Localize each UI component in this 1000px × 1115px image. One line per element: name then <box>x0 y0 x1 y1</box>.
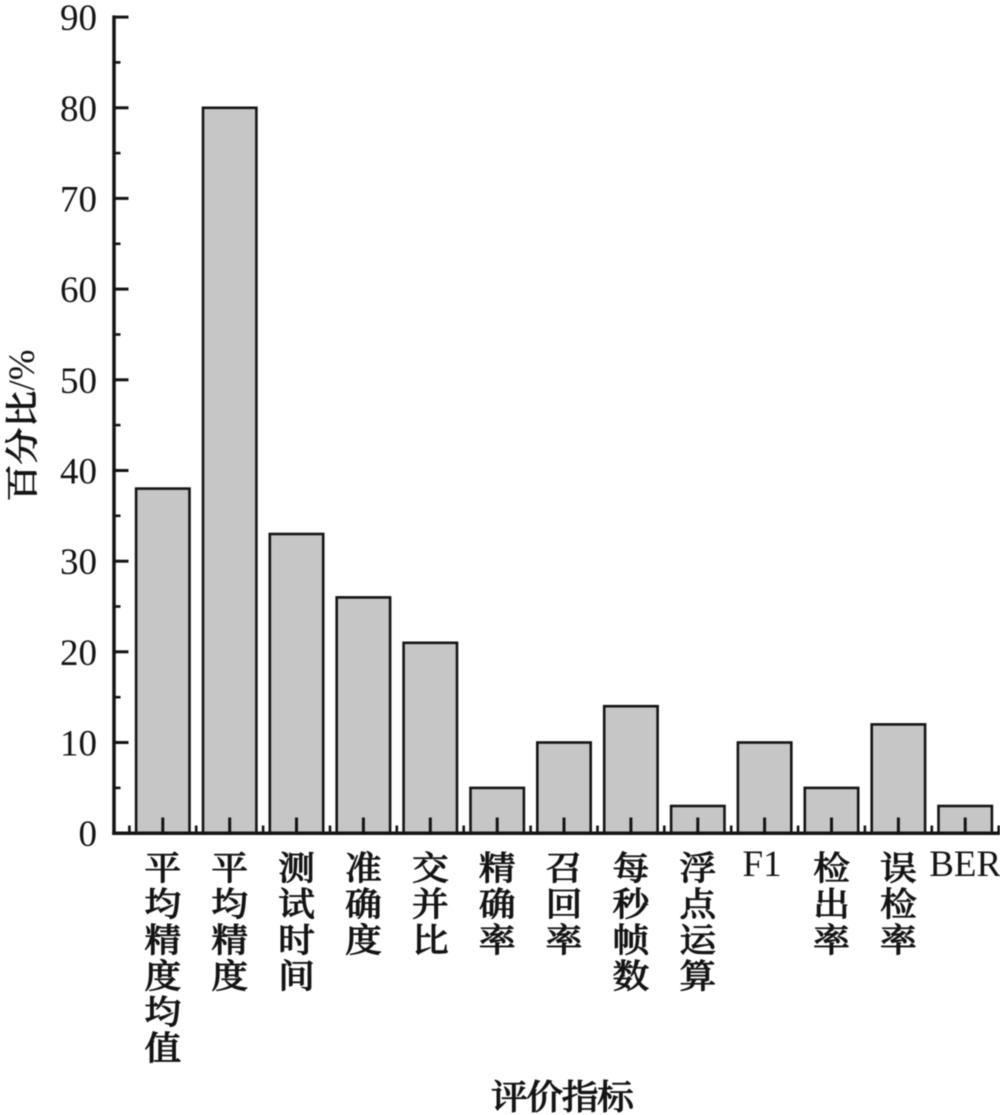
svg-text:40: 40 <box>60 452 97 493</box>
svg-text:70: 70 <box>60 179 97 220</box>
svg-text:/%: /% <box>2 349 43 390</box>
svg-text:50: 50 <box>60 361 97 402</box>
svg-text:F1: F1 <box>743 844 782 885</box>
svg-text:80: 80 <box>60 89 97 130</box>
svg-text:BER: BER <box>929 844 1000 885</box>
svg-text:60: 60 <box>60 270 97 311</box>
svg-text:20: 20 <box>60 633 97 674</box>
svg-text:10: 10 <box>60 724 97 765</box>
svg-text:90: 90 <box>60 0 97 39</box>
svg-text:30: 30 <box>60 542 97 583</box>
svg-text:0: 0 <box>79 814 98 855</box>
